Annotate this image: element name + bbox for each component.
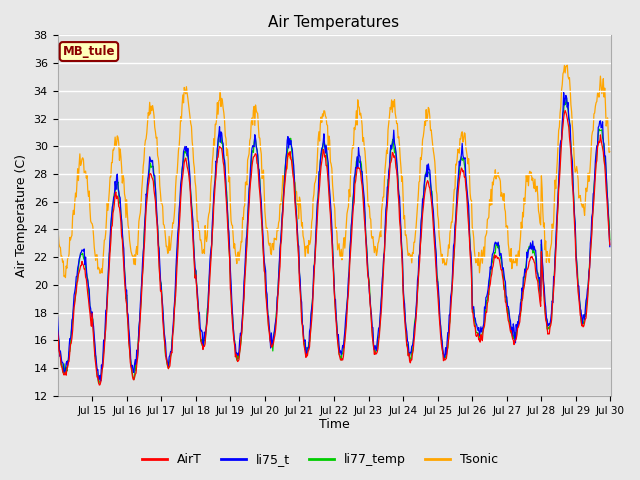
Title: Air Temperatures: Air Temperatures [268, 15, 399, 30]
Text: MB_tule: MB_tule [63, 45, 115, 58]
Y-axis label: Air Temperature (C): Air Temperature (C) [15, 154, 28, 277]
Legend: AirT, li75_t, li77_temp, Tsonic: AirT, li75_t, li77_temp, Tsonic [138, 448, 502, 471]
X-axis label: Time: Time [319, 419, 349, 432]
